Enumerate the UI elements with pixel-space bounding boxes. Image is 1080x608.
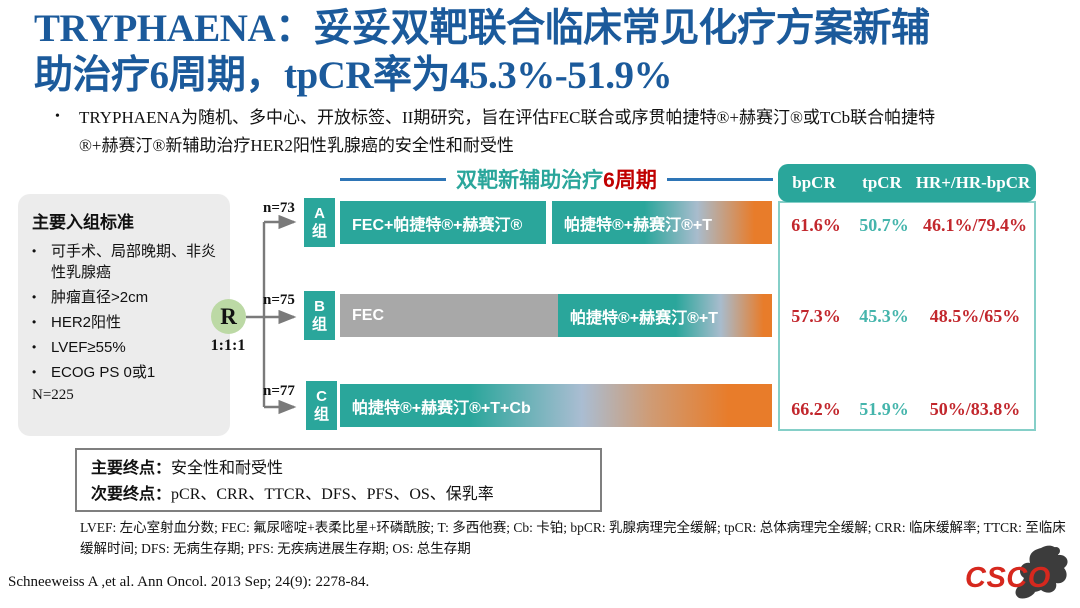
bullet-icon: • [32,315,37,329]
randomization-symbol: R [211,299,246,334]
page-title: TRYPHAENA：妥妥双靶联合临床常见化疗方案新辅助治疗6周期，tpCR率为4… [34,7,930,97]
table-row-arm-a: 61.6% 50.7% 46.1%/79.4% [791,215,1027,235]
divider-line [666,177,773,181]
bullet-icon: • [32,365,37,379]
phase-label: 双靶新辅助治疗6周期 [456,169,657,192]
criteria-title: 主要入组标准 [32,213,134,232]
intro-text: TRYPHAENA为随机、多中心、开放标签、II期研究，旨在评估FEC联合或序贯… [79,108,936,155]
arm-b-group-label: B 组 [304,291,335,340]
csco-mascot-icon [1015,545,1068,599]
arm-c-group-label: C 组 [306,381,337,430]
arm-a-bars: FEC+帕捷特®+赫赛汀® 帕捷特®+赫赛汀®+T [340,201,772,244]
arm-c-bars: 帕捷特®+赫赛汀®+T+Cb [340,384,772,427]
col-bpcr: bpCR [792,173,836,192]
arm-a-n: n=73 [263,200,295,216]
arm-b-segment-1: FEC [340,294,558,337]
col-tpcr: tpCR [862,173,902,192]
enrollment-criteria-box: 主要入组标准 • 可手术、局部晚期、非炎性乳腺癌 • 肿瘤直径>2cm • HE… [18,194,230,436]
primary-endpoint: 主要终点：安全性和耐受性 [91,460,284,477]
bullet-icon: • [32,244,37,258]
csco-logo-text: CSCO [965,562,1051,594]
table-row-arm-b: 57.3% 45.3% 48.5%/65% [791,306,1021,326]
criteria-item: • 肿瘤直径>2cm [32,289,149,306]
bullet-icon: • [32,340,37,354]
secondary-endpoint: 次要终点：pCR、CRR、TTCR、DFS、PFS、OS、保乳率 [91,486,494,504]
arm-b-n: n=75 [263,292,295,308]
bullet-icon: • [55,109,60,124]
csco-logo: CSCO [963,542,1075,602]
intro-bullet: • TRYPHAENA为随机、多中心、开放标签、II期研究，旨在评估FEC联合或… [55,104,1045,159]
total-enrollment: N=225 [32,387,74,403]
results-table-header: bpCR tpCR HR+/HR-bpCR [778,164,1036,202]
criteria-item: • 可手术、局部晚期、非炎性乳腺癌 [32,243,217,281]
arm-c-n: n=77 [263,383,295,399]
endpoints-box: 主要终点：安全性和耐受性 次要终点：pCR、CRR、TTCR、DFS、PFS、O… [75,448,602,512]
citation: Schneeweiss A ,et al. Ann Oncol. 2013 Se… [8,574,370,590]
randomization-ratio: 1:1:1 [210,337,246,354]
arm-b-segment-2: 帕捷特®+赫赛汀®+T [558,294,772,337]
criteria-item: • HER2阳性 [32,314,122,331]
bullet-icon: • [32,290,37,304]
arm-a-segment-2: 帕捷特®+赫赛汀®+T [552,201,772,244]
results-table-body: 61.6% 50.7% 46.1%/79.4% 57.3% 45.3% 48.5… [778,201,1036,431]
criteria-item: • ECOG PS 0或1 [32,364,156,381]
arm-c-segment-1: 帕捷特®+赫赛汀®+T+Cb [340,384,772,427]
col-hr: HR+/HR-bpCR [915,173,1031,192]
arm-b-bars: FEC 帕捷特®+赫赛汀®+T [340,294,772,337]
table-row-arm-c: 66.2% 51.9% 50%/83.8% [791,399,1021,419]
phase-header: 双靶新辅助治疗6周期 [340,166,773,192]
abbreviation-footnote: LVEF: 左心室射血分数; FEC: 氟尿嘧啶+表柔比星+环磷酰胺; T: 多… [80,520,1066,556]
arm-a-group-label: A 组 [304,198,335,247]
divider-line [340,177,447,181]
criteria-item: • LVEF≥55% [32,339,126,356]
arm-a-segment-1: FEC+帕捷特®+赫赛汀® [340,201,546,244]
